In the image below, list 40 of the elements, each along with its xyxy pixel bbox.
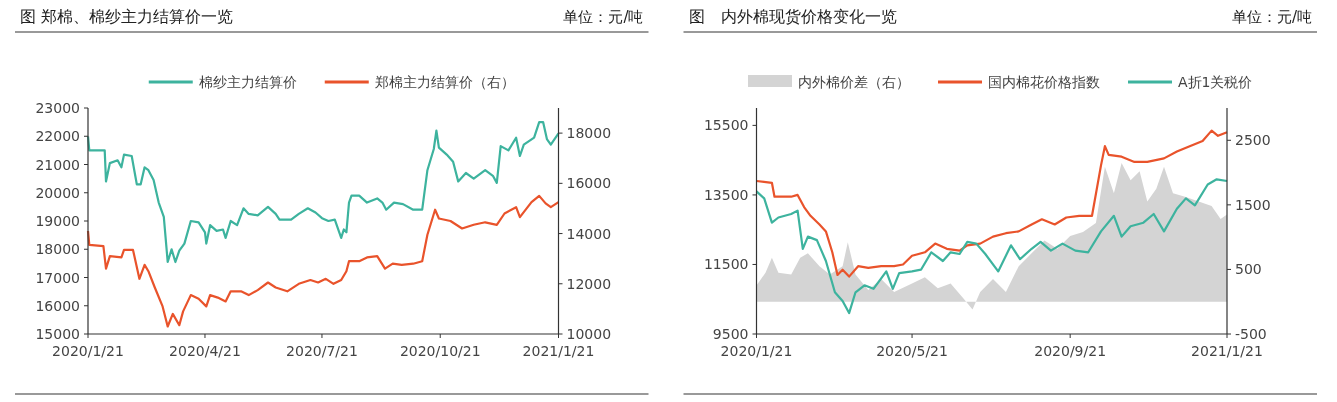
legend-label: 郑棉主力结算价（右） [374,74,515,90]
y-tick-label: 17000 [35,269,80,286]
y-tick-label: 18000 [35,241,80,258]
y2-tick-label: 14000 [566,225,612,242]
y-tick-label: 21000 [35,156,80,173]
y2-tick-label: 500 [1235,261,1262,278]
x-tick-label: 2020/10/21 [399,343,481,359]
y-tick-label: 19000 [35,213,80,229]
y2-tick-label: 1500 [1235,196,1271,213]
x-tick-label: 2020/5/21 [876,343,948,359]
legend-label: 国内棉花价格指数 [988,74,1101,90]
y-tick-label: 15500 [703,117,749,134]
y2-tick-label: 10000 [566,326,612,342]
x-tick-label: 2020/1/21 [720,343,793,359]
y2-tick-label: 12000 [566,275,612,292]
chart-title: 图 内外棉现货价格变化一览 [688,7,897,26]
x-tick-label: 2020/4/21 [169,343,241,359]
y-tick-label: 23000 [35,100,80,116]
x-tick-label: 2020/9/21 [1034,343,1107,359]
x-tick-label: 2021/1/21 [522,343,595,359]
x-tick-label: 2020/7/21 [286,343,358,359]
chart-title: 图 郑棉、棉纱主力结算价一览 [20,7,234,26]
x-tick-label: 2021/1/21 [1191,343,1263,359]
x-tick-label: 2020/1/21 [52,343,124,359]
y2-tick-label: -500 [1235,326,1267,342]
legend-label: A折1关税价 [1178,74,1253,90]
y2-tick-label: 2500 [1235,132,1271,149]
y-tick-label: 13500 [703,186,749,203]
y-tick-label: 22000 [35,128,80,145]
y-tick-label: 15000 [35,326,80,342]
y-tick-label: 16000 [35,297,80,314]
text: 单位：元/吨 [1231,8,1312,26]
legend-label: 棉纱主力结算价 [198,74,297,90]
y2-tick-label: 18000 [566,125,612,142]
y-tick-label: 20000 [35,184,80,201]
legend-label: 内外棉价差（右） [798,74,911,90]
y-tick-label: 11500 [703,256,749,273]
y-tick-label: 9500 [712,326,749,342]
text: 单位：元/吨 [563,8,644,26]
y2-tick-label: 16000 [566,175,612,192]
